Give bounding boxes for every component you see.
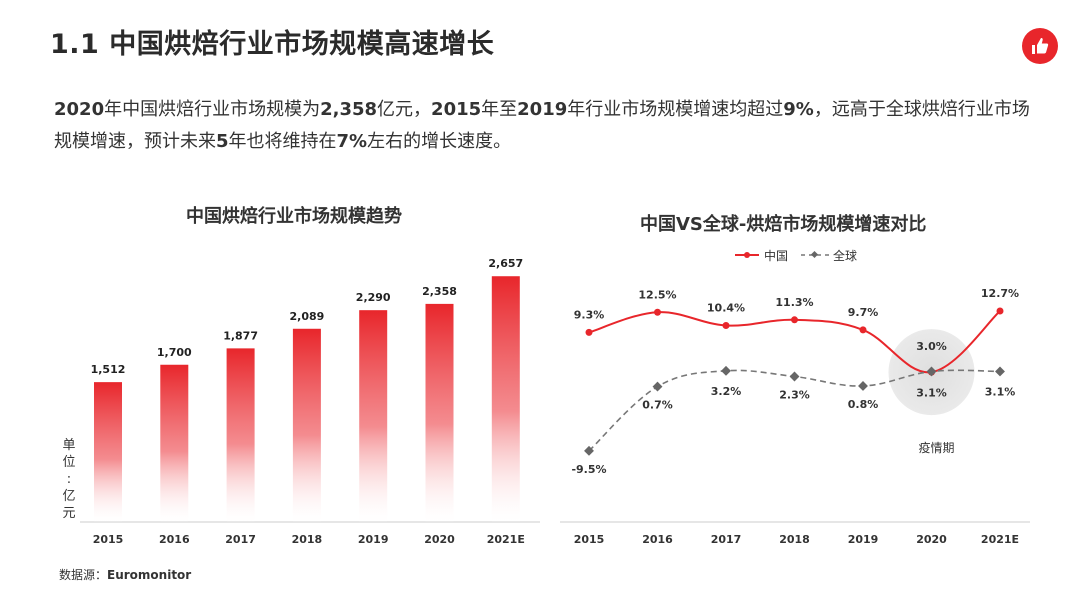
unit-char: 亿 (62, 489, 76, 504)
lead-segment: 左右的增长速度。 (367, 131, 512, 152)
bar-value-label: 2,089 (290, 310, 325, 323)
unit-label: 单位: 亿元 (59, 437, 79, 522)
global-value-label: 0.7% (642, 399, 673, 412)
lead-segment: 5 (216, 131, 229, 152)
lead-segment: 2,358 (320, 99, 378, 120)
line-x-tick: 2019 (848, 533, 879, 546)
bar-value-label: 1,512 (91, 363, 126, 376)
legend-marker-global (810, 250, 819, 259)
china-value-label: 10.4% (707, 301, 745, 314)
unit-char: 单 (62, 438, 76, 453)
china-point (859, 326, 867, 334)
global-value-label: 3.1% (916, 386, 947, 399)
lead-segment: 9% (783, 99, 814, 120)
brand-logo (1022, 28, 1058, 64)
line-x-tick: 2021E (981, 533, 1019, 546)
bar-x-tick: 2020 (424, 533, 455, 546)
lead-segment: 年也将维持在 (228, 131, 337, 152)
lead-segment: ，远高于全球烘焙行业市场规模增速，预计未来 (54, 99, 1030, 152)
bar-2017 (226, 348, 255, 522)
line-x-tick: 2017 (711, 533, 742, 546)
lead-segment: 2015 (431, 99, 482, 120)
global-point (926, 366, 937, 377)
china-point (791, 316, 798, 324)
global-value-label: -9.5% (571, 463, 606, 476)
bar-value-label: 2,358 (422, 285, 457, 298)
legend-label-china: 中国 (764, 248, 788, 263)
bar-2019 (359, 310, 388, 522)
bar-x-tick: 2019 (358, 533, 389, 546)
bar-value-label: 2,290 (356, 291, 391, 304)
bar-2021E (491, 276, 520, 522)
bar-x-tick: 2016 (159, 533, 190, 546)
annotation-label: 疫情期 (918, 440, 954, 455)
global-point (789, 371, 800, 382)
unit-char: : (66, 472, 72, 487)
china-point (585, 328, 593, 336)
line-x-tick: 2020 (916, 533, 947, 546)
global-point (721, 365, 731, 376)
line-chart-title: 中国VS全球-烘焙市场规模增速对比 (640, 214, 927, 235)
china-value-label: 9.7% (848, 306, 879, 319)
lead-segment: 亿元， (377, 99, 432, 120)
bar-2020 (425, 303, 454, 522)
china-point (654, 308, 661, 316)
bar-x-tick: 2018 (292, 533, 323, 546)
bar-2015 (94, 382, 122, 522)
lead-segment: 2019 (517, 99, 568, 120)
china-point (996, 307, 1004, 315)
china-value-label: 12.5% (638, 288, 676, 301)
bar-value-label: 1,700 (157, 346, 192, 359)
bar-chart-title: 中国烘焙行业市场规模趋势 (186, 206, 402, 227)
global-value-label: 0.8% (848, 398, 879, 411)
lead-paragraph: 2020年中国烘焙行业市场规模为2,358亿元，2015年至2019年行业市场规… (54, 94, 1044, 158)
global-point (584, 445, 594, 456)
lead-segment: 年行业市场规模增速均超过 (567, 99, 784, 120)
page-title: 1.1 中国烘焙行业市场规模高速增长 (50, 29, 495, 60)
unit-char: 元 (62, 506, 76, 521)
legend-label-global: 全球 (833, 248, 857, 263)
global-value-label: 2.3% (779, 389, 810, 402)
global-point (652, 381, 663, 392)
line-x-tick: 2016 (642, 533, 673, 546)
global-point (858, 381, 868, 391)
china-value-label: 3.0% (916, 340, 947, 353)
lead-segment: 2020 (54, 99, 105, 120)
china-value-label: 12.7% (981, 287, 1019, 300)
china-value-label: 11.3% (775, 296, 813, 309)
legend: 中国 全球 (735, 248, 857, 263)
source-note: 数据源：Euromonitor (59, 566, 191, 583)
source-prefix: 数据源： (59, 568, 108, 582)
source-name: Euromonitor (107, 568, 192, 582)
china-point (722, 321, 730, 329)
global-value-label: 3.1% (985, 385, 1016, 398)
unit-char: 位 (62, 455, 76, 470)
bar-value-label: 1,877 (223, 329, 258, 342)
bar-2018 (292, 328, 321, 522)
legend-marker-china (744, 252, 750, 258)
china-value-label: 9.3% (574, 308, 605, 321)
thumbs-up-icon (1032, 38, 1049, 54)
bar-x-tick: 2015 (93, 533, 124, 546)
bar-2016 (160, 364, 189, 522)
bar-x-tick: 2017 (225, 533, 256, 546)
lead-segment: 年中国烘焙行业市场规模为 (104, 99, 321, 120)
global-point (995, 366, 1005, 377)
global-value-label: 3.2% (711, 385, 742, 398)
lead-segment: 年至 (481, 99, 518, 120)
bar-x-tick: 2021E (487, 533, 525, 546)
bar-value-label: 2,657 (488, 257, 523, 270)
line-x-tick: 2015 (574, 533, 605, 546)
line-x-tick: 2018 (779, 533, 810, 546)
lead-segment: 7% (336, 131, 368, 152)
